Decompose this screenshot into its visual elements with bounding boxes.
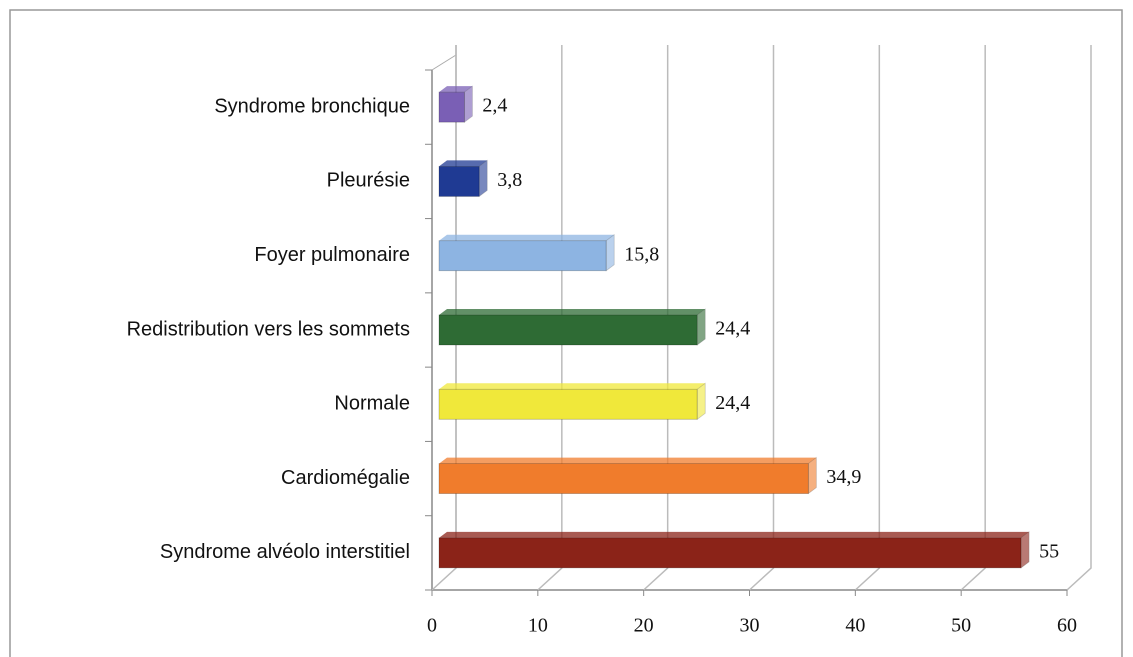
- bar-face: [438, 314, 698, 346]
- axis-line: [431, 54, 457, 71]
- grid-line: [537, 45, 563, 591]
- y-tick-label: Redistribution vers les sommets: [127, 318, 410, 340]
- bar-face: [438, 91, 465, 123]
- bar-face: [478, 159, 488, 198]
- bar-face: [439, 383, 706, 390]
- bar: [438, 308, 706, 346]
- grid-line: [1066, 45, 1092, 591]
- bar-face: [439, 309, 706, 315]
- value-label: 55: [1039, 540, 1059, 562]
- bar-face: [439, 531, 1030, 538]
- value-label: 24,4: [715, 318, 750, 340]
- bar-face: [696, 382, 706, 421]
- y-tick-label: Syndrome alvéolo interstitiel: [160, 541, 410, 563]
- value-label: 24,4: [715, 392, 750, 414]
- bar: [438, 159, 488, 198]
- x-tick-label: 40: [845, 615, 865, 637]
- y-tick-label: Foyer pulmonaire: [254, 244, 410, 266]
- x-tick-label: 10: [528, 615, 548, 637]
- y-tick-label: Syndrome bronchique: [214, 95, 410, 117]
- bar-face: [438, 240, 607, 272]
- bar-face: [438, 388, 698, 420]
- x-tick-label: 50: [951, 615, 971, 637]
- bar-face: [1020, 531, 1030, 569]
- value-label: 15,8: [624, 243, 659, 265]
- value-label: 2,4: [482, 95, 507, 117]
- bar-face: [438, 537, 1022, 569]
- bar-face: [696, 308, 706, 346]
- grid-line: [643, 45, 669, 591]
- value-label: 3,8: [497, 169, 522, 191]
- bar-face: [605, 233, 615, 272]
- bar: [438, 85, 473, 123]
- bar-face: [439, 86, 473, 93]
- x-tick-label: 0: [427, 615, 437, 637]
- value-label: 34,9: [826, 466, 861, 488]
- x-tick-label: 60: [1057, 615, 1077, 637]
- y-tick-label: Pleurésie: [327, 170, 410, 192]
- bar-face: [463, 85, 473, 123]
- y-tick-label: Cardiomégalie: [281, 467, 410, 489]
- y-tick-label: Normale: [334, 393, 410, 415]
- bar: [438, 382, 706, 421]
- bar-face: [807, 456, 817, 495]
- bar: [438, 233, 615, 272]
- bar-face: [439, 457, 817, 464]
- bar: [438, 531, 1030, 569]
- bar-face: [438, 166, 480, 197]
- x-tick-label: 30: [740, 615, 760, 637]
- grid-line: [854, 45, 881, 591]
- grid-line: [431, 45, 457, 591]
- bar-face: [439, 234, 615, 241]
- bar-face: [439, 160, 488, 167]
- grid-line: [748, 45, 775, 591]
- bar: [438, 456, 817, 495]
- x-tick-label: 20: [634, 615, 654, 637]
- grid-line: [960, 45, 986, 591]
- bar-face: [438, 463, 809, 494]
